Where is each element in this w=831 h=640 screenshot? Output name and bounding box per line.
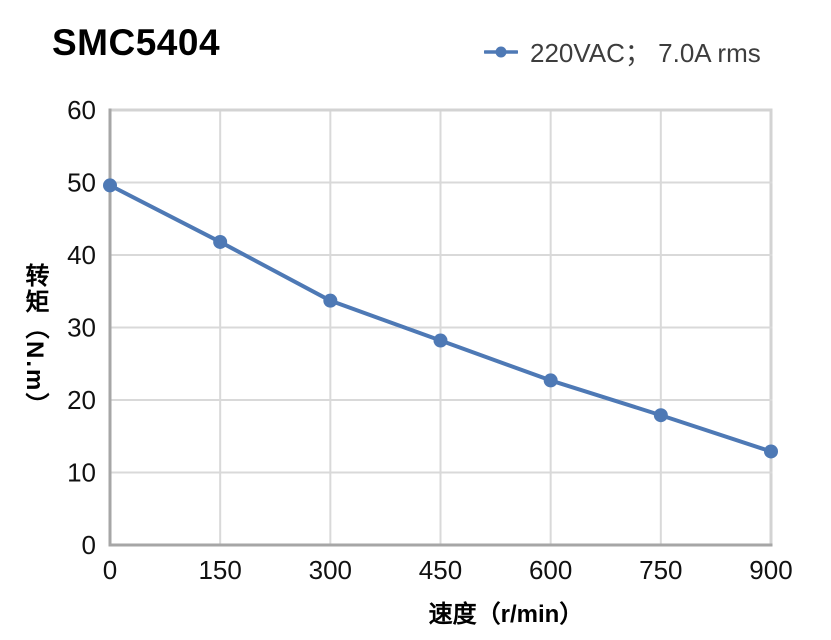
legend-label: 220VAC； 7.0A rms [530, 38, 761, 68]
x-tick-label: 750 [639, 555, 682, 585]
x-tick-label: 600 [529, 555, 572, 585]
data-point [543, 373, 558, 388]
x-axis-label: 速度（r/min） [428, 601, 584, 628]
data-point [213, 234, 228, 249]
y-tick-label: 30 [67, 313, 96, 343]
y-tick-label: 20 [67, 385, 96, 415]
y-tick-label: 0 [82, 530, 96, 560]
data-point [433, 333, 448, 348]
legend: 220VAC； 7.0A rms [484, 33, 761, 70]
data-point [764, 444, 778, 459]
x-tick-label: 900 [749, 555, 792, 585]
legend-line-marker-icon [484, 46, 518, 57]
chart-title: SMC5404 [52, 22, 221, 63]
y-tick-label: 50 [67, 168, 96, 198]
x-tick-label: 450 [419, 555, 462, 585]
y-tick-label: 40 [67, 240, 96, 270]
y-axis-label: 转矩（N.m） [21, 263, 48, 419]
y-tick-label: 60 [67, 95, 96, 125]
data-point [103, 178, 117, 193]
x-tick-label: 300 [309, 555, 352, 585]
data-point [653, 408, 668, 423]
data-point [323, 293, 338, 308]
x-tick-label: 150 [198, 555, 241, 585]
x-tick-label: 0 [103, 555, 117, 585]
y-tick-label: 10 [67, 458, 96, 488]
